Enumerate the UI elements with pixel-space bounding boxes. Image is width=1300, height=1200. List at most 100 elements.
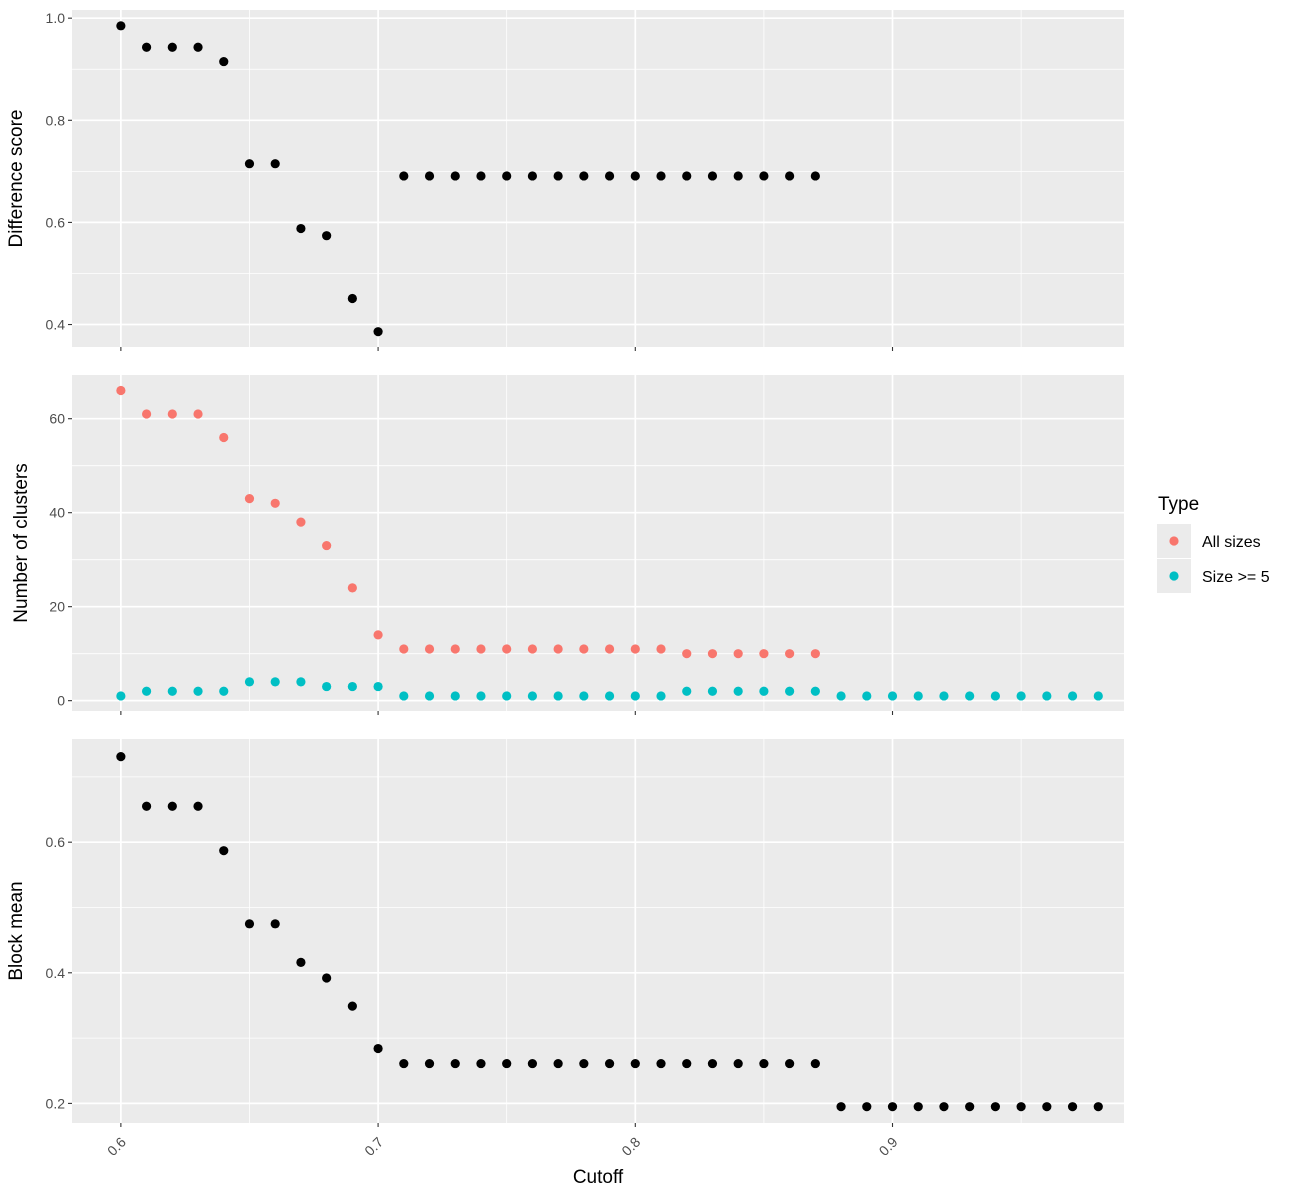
- data-point: [1042, 1102, 1052, 1112]
- data-point: [553, 171, 563, 181]
- data-point: [939, 691, 949, 701]
- data-point: [296, 957, 306, 967]
- data-point: [373, 681, 383, 692]
- data-point: [1067, 1102, 1078, 1112]
- data-point: [759, 171, 769, 181]
- y-axis-title: Difference score: [6, 110, 27, 248]
- data-point: [759, 1058, 769, 1069]
- panel-3: 0.2 0.4 0.6 Block mean: [6, 739, 1124, 1127]
- data-point: [785, 649, 795, 659]
- legend-keys: All sizes Size >= 5: [1157, 524, 1270, 593]
- data-point: [270, 498, 280, 508]
- data-point: [862, 691, 872, 701]
- data-point: [1067, 691, 1078, 701]
- data-point: [810, 171, 820, 181]
- data-point: [424, 1058, 435, 1069]
- data-point: [707, 686, 718, 696]
- data-point: [579, 1058, 589, 1069]
- data-point: [193, 42, 203, 52]
- data-point: [502, 171, 512, 181]
- data-point: [502, 1058, 512, 1069]
- data-point: [347, 293, 357, 304]
- data-point: [296, 677, 306, 687]
- data-point: [733, 171, 743, 181]
- panel-background: [72, 739, 1124, 1123]
- y-tick-label: 40: [49, 505, 65, 521]
- data-point: [913, 691, 923, 701]
- data-point: [733, 1058, 743, 1069]
- data-point: [990, 1102, 1000, 1112]
- data-point: [141, 409, 152, 419]
- data-point: [373, 630, 383, 640]
- data-point: [399, 171, 409, 181]
- data-point: [244, 677, 255, 687]
- data-point: [579, 691, 589, 701]
- data-point: [1016, 691, 1026, 701]
- data-point: [167, 686, 177, 696]
- data-point: [141, 801, 152, 811]
- data-point: [707, 649, 718, 659]
- data-point: [219, 432, 229, 443]
- legend-key-point: [1169, 571, 1179, 581]
- panel-2: 0 20 40 60 Number of clusters: [11, 375, 1124, 715]
- data-point: [836, 691, 846, 701]
- data-point: [116, 752, 126, 762]
- y-axis-title: Number of clusters: [11, 463, 32, 622]
- data-point: [322, 231, 332, 241]
- data-point: [450, 1058, 460, 1069]
- data-point: [502, 644, 512, 654]
- panels-group: 0.4 0.6 0.8 1.0 Difference score 0 20 40 60 Numbe…: [6, 10, 1124, 1127]
- panel-background: [72, 10, 1124, 347]
- y-tick-label: 0: [57, 693, 65, 709]
- data-point: [759, 649, 769, 659]
- data-point: [604, 691, 615, 701]
- x-tick-label: 0.8: [618, 1134, 643, 1159]
- data-point: [682, 686, 692, 696]
- data-point: [244, 493, 255, 504]
- y-tick-label: 1.0: [46, 10, 66, 26]
- data-point: [270, 159, 280, 169]
- data-point: [836, 1102, 846, 1112]
- data-point: [219, 56, 229, 67]
- data-point: [656, 1058, 666, 1069]
- data-point: [167, 409, 177, 419]
- data-point: [476, 171, 486, 181]
- data-point: [733, 686, 743, 696]
- data-point: [604, 171, 615, 181]
- series-all-sizes: [116, 385, 820, 659]
- data-point: [682, 1058, 692, 1069]
- data-point: [116, 385, 126, 396]
- x-tick-label: 0.7: [361, 1134, 386, 1159]
- data-point: [990, 691, 1000, 701]
- data-point: [347, 583, 357, 593]
- data-point: [810, 686, 820, 696]
- data-point: [785, 171, 795, 181]
- data-point: [1042, 691, 1052, 701]
- data-point: [553, 691, 563, 701]
- data-point: [656, 644, 666, 654]
- data-point: [373, 1043, 383, 1054]
- data-point: [296, 223, 306, 234]
- data-point: [553, 644, 563, 654]
- data-point: [193, 686, 203, 696]
- y-tick-label: 0.6: [46, 214, 66, 230]
- data-point: [450, 644, 460, 654]
- data-point: [219, 846, 229, 856]
- data-point: [399, 644, 409, 654]
- data-point: [476, 691, 486, 701]
- data-point: [630, 171, 640, 181]
- data-point: [167, 801, 177, 811]
- data-point: [527, 1058, 538, 1069]
- data-point: [630, 1058, 640, 1069]
- panel-1: 0.4 0.6 0.8 1.0 Difference score: [6, 10, 1124, 351]
- data-point: [141, 42, 152, 52]
- data-point: [476, 644, 486, 654]
- data-point: [424, 644, 435, 654]
- data-point: [579, 171, 589, 181]
- data-point: [502, 691, 512, 701]
- data-point: [270, 677, 280, 687]
- data-point: [1093, 691, 1103, 701]
- y-tick-label: 20: [49, 599, 65, 615]
- data-point: [785, 1058, 795, 1069]
- data-point: [399, 1058, 409, 1069]
